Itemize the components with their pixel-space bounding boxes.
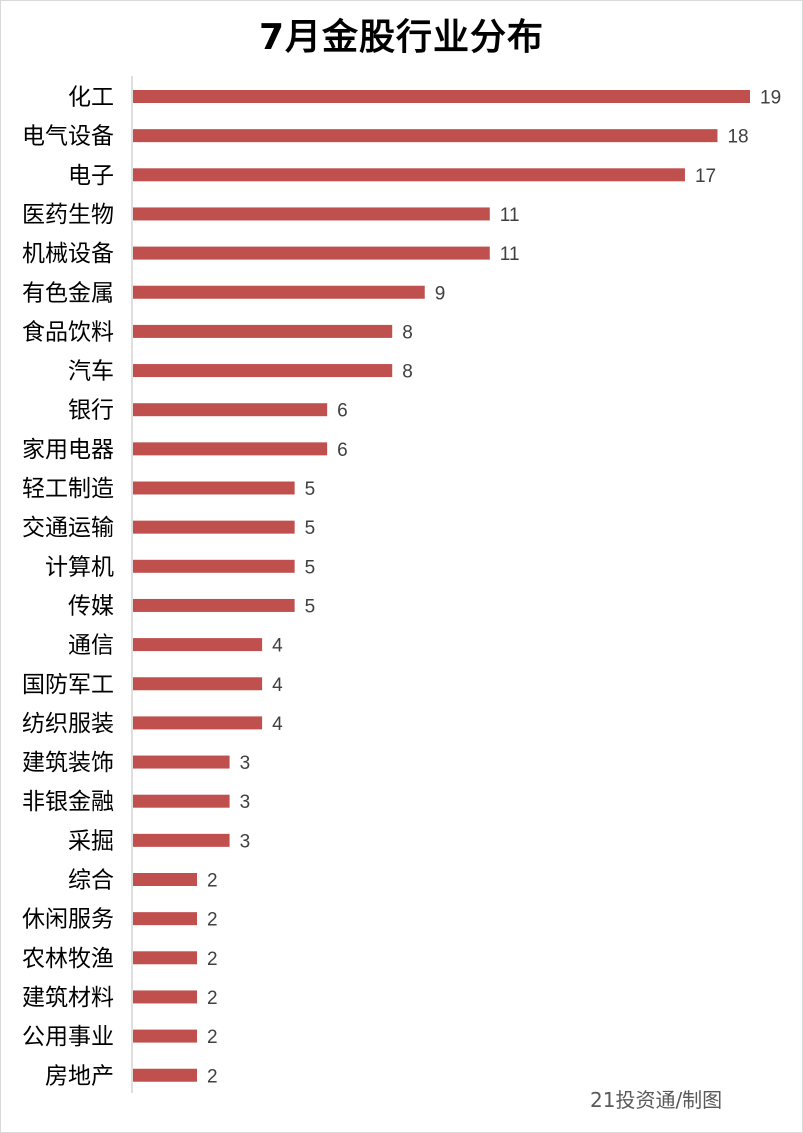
bar	[133, 520, 295, 534]
bar	[133, 1029, 198, 1043]
value-label: 5	[305, 557, 316, 578]
category-label: 食品饮料	[22, 319, 114, 345]
bar	[133, 677, 263, 691]
value-label: 4	[272, 636, 283, 657]
category-label: 建筑材料	[22, 985, 114, 1011]
value-label: 3	[240, 831, 251, 852]
value-label: 3	[240, 792, 251, 813]
value-label: 17	[695, 166, 716, 187]
bar	[133, 1068, 198, 1082]
bar	[133, 951, 198, 965]
value-label: 5	[305, 596, 316, 617]
value-label: 11	[500, 205, 520, 226]
category-label: 公用事业	[22, 1024, 114, 1050]
value-label: 6	[337, 401, 348, 422]
value-label: 2	[207, 949, 218, 970]
value-label: 2	[207, 871, 218, 892]
bar	[133, 403, 328, 417]
chart-title: 7月金股行业分布	[258, 17, 545, 58]
category-label: 电气设备	[22, 124, 114, 150]
bar	[133, 794, 230, 808]
value-label: 8	[402, 362, 413, 383]
bar	[133, 716, 263, 730]
bar	[133, 207, 490, 221]
value-label: 8	[402, 322, 413, 343]
value-label: 5	[305, 479, 316, 500]
bar	[133, 129, 718, 143]
value-label: 11	[500, 244, 520, 265]
bar	[133, 990, 198, 1004]
bar	[133, 324, 393, 338]
bar	[133, 442, 328, 456]
value-label: 4	[272, 675, 283, 696]
value-label: 2	[207, 1066, 218, 1087]
category-label: 家用电器	[22, 437, 114, 463]
bar	[133, 285, 425, 299]
bar	[133, 833, 230, 847]
bar	[133, 598, 295, 612]
value-label: 4	[272, 714, 283, 735]
value-label: 9	[435, 283, 446, 304]
bar	[133, 912, 198, 926]
category-label: 机械设备	[22, 241, 114, 267]
value-label: 2	[207, 988, 218, 1009]
category-label: 非银金融	[22, 789, 114, 815]
credit-text: 21投资通/制图	[590, 1088, 723, 1112]
category-label: 计算机	[45, 554, 114, 580]
category-label: 农林牧渔	[22, 946, 114, 972]
category-label: 有色金属	[22, 280, 114, 306]
value-label: 3	[240, 753, 251, 774]
category-label: 交通运输	[22, 515, 114, 541]
bar	[133, 246, 490, 260]
bar	[133, 168, 685, 182]
category-label: 建筑装饰	[22, 750, 114, 776]
value-label: 18	[727, 127, 748, 148]
value-label: 2	[207, 1027, 218, 1048]
category-label: 医药生物	[22, 202, 114, 228]
bar	[133, 364, 393, 378]
bar	[133, 90, 750, 103]
category-label: 化工	[68, 85, 114, 111]
bar	[133, 481, 295, 495]
category-label: 银行	[68, 398, 114, 424]
category-label: 传媒	[68, 593, 114, 619]
category-label: 通信	[68, 633, 114, 659]
bar	[133, 559, 295, 573]
category-label: 采掘	[68, 828, 114, 854]
bar	[133, 755, 230, 769]
value-label: 5	[305, 518, 316, 539]
category-label: 电子	[68, 163, 114, 189]
category-label: 汽车	[68, 359, 114, 385]
category-label: 纺织服装	[22, 711, 114, 737]
value-label: 6	[337, 440, 348, 461]
bar	[133, 873, 198, 886]
category-label: 综合	[68, 868, 114, 894]
value-label: 19	[760, 88, 781, 109]
category-label: 国防军工	[22, 672, 114, 698]
category-label: 轻工制造	[22, 476, 114, 502]
value-label: 2	[207, 910, 218, 931]
category-label: 房地产	[45, 1063, 114, 1089]
bar	[133, 638, 263, 652]
category-label: 休闲服务	[22, 907, 114, 933]
